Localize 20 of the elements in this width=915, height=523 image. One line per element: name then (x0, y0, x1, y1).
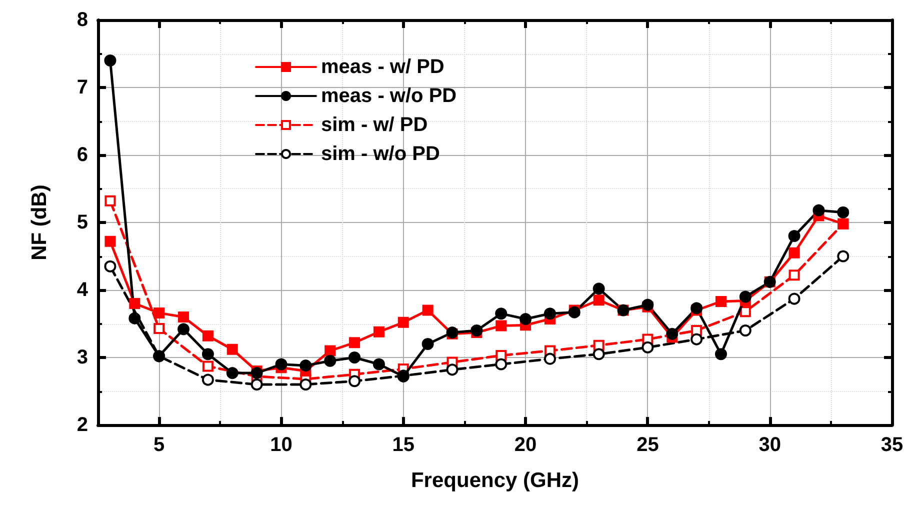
y-tick-label: 7 (76, 76, 88, 98)
legend-label: meas - w/ PD (321, 56, 444, 78)
y-tick-label: 6 (76, 144, 88, 166)
x-tick-label: 35 (880, 434, 904, 456)
x-tick-label: 30 (758, 434, 781, 456)
y-tick-label: 3 (76, 346, 88, 368)
legend-label: sim - w/ PD (321, 114, 428, 136)
y-tick-label: 5 (76, 212, 88, 234)
y-axis-title: NF (dB) (28, 184, 51, 260)
x-tick-label: 15 (392, 434, 415, 456)
y-tick-label: 8 (76, 9, 88, 31)
legend-label: sim - w/o PD (321, 143, 440, 165)
x-tick-label: 10 (270, 434, 292, 456)
x-tick-label: 5 (154, 434, 165, 456)
y-tick-label: 2 (76, 414, 88, 436)
y-tick-label: 4 (76, 279, 89, 301)
legend-label: meas - w/o PD (321, 85, 457, 107)
x-tick-label: 20 (514, 434, 537, 456)
x-axis-title: Frequency (GHz) (410, 469, 580, 492)
x-tick-label: 25 (636, 434, 659, 456)
